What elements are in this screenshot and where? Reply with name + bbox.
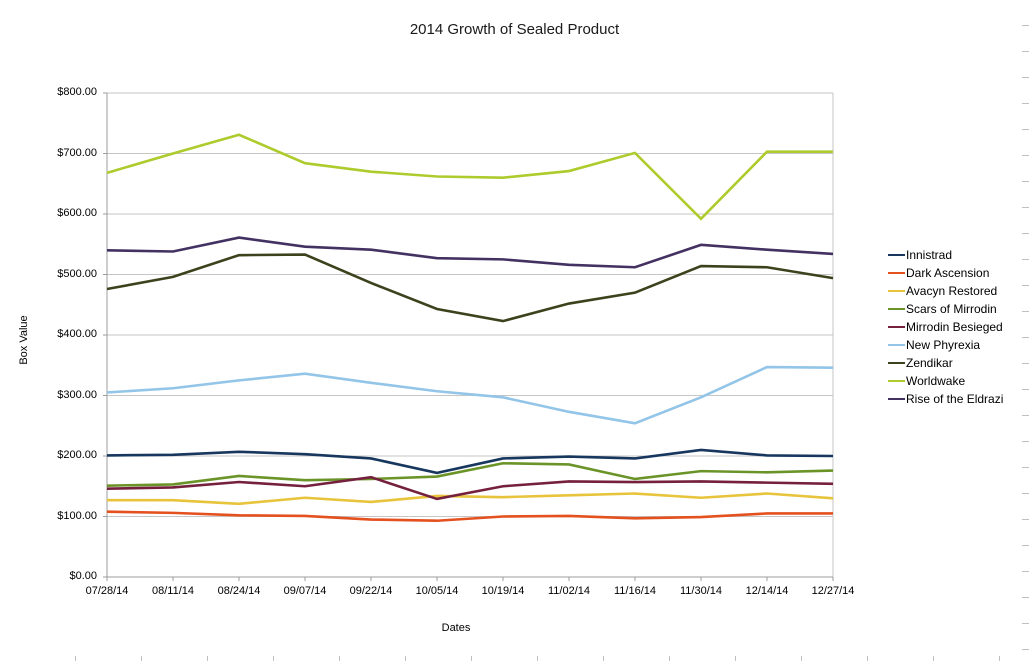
series-line-mirrodin-besieged xyxy=(106,475,834,501)
x-tick-label: 11/16/14 xyxy=(613,585,656,597)
legend-label: Worldwake xyxy=(906,374,966,388)
x-tick-label: 12/14/14 xyxy=(745,585,789,597)
series-line-zendikar xyxy=(106,253,834,323)
legend-label: Avacyn Restored xyxy=(906,284,998,298)
y-tick-label: $800.00 xyxy=(57,86,97,98)
y-axis-title: Box Value xyxy=(18,315,30,365)
chart-title: 2014 Growth of Sealed Product xyxy=(409,21,620,38)
legend-item-zendikar: Zendikar xyxy=(888,354,1003,372)
x-tick-label: 07/28/14 xyxy=(85,585,129,597)
x-tick-label: 08/11/14 xyxy=(151,585,194,597)
legend-label: Dark Ascension xyxy=(906,266,990,280)
legend-swatch xyxy=(888,380,905,382)
y-tick-label: $700.00 xyxy=(57,146,97,159)
worksheet-edge-ticks-right xyxy=(1022,0,1029,661)
x-tick-label: 10/05/14 xyxy=(415,585,459,597)
x-tick-label: 09/07/14 xyxy=(283,585,327,597)
series-line-new-phyrexia xyxy=(106,365,834,425)
legend-item-rise-of-the-eldrazi: Rise of the Eldrazi xyxy=(888,390,1003,408)
legend-swatch xyxy=(888,398,905,400)
legend-swatch xyxy=(888,362,905,364)
x-tick-label: 11/30/14 xyxy=(679,585,722,597)
legend-label: Mirrodin Besieged xyxy=(906,320,1003,334)
series-line-innistrad xyxy=(106,448,834,475)
series-line-dark-ascension xyxy=(106,510,833,523)
y-tick-label: $400.00 xyxy=(57,328,97,340)
legend-item-avacyn-restored: Avacyn Restored xyxy=(888,282,1003,300)
x-tick-label: 09/22/14 xyxy=(349,585,393,597)
legend-item-worldwake: Worldwake xyxy=(888,372,1003,390)
legend: Innistrad Dark Ascension Avacyn Restored Sc… xyxy=(888,246,1003,408)
legend-label: New Phyrexia xyxy=(906,338,981,352)
legend-item-new-phyrexia: New Phyrexia xyxy=(888,336,1003,354)
x-axis-title: Dates xyxy=(441,622,471,634)
legend-item-dark-ascension: Dark Ascension xyxy=(888,264,1003,282)
legend-label: Innistrad xyxy=(906,248,953,262)
worksheet-edge-ticks-bottom xyxy=(0,656,1029,661)
legend-label: Scars of Mirrodin xyxy=(906,302,997,316)
series-line-worldwake xyxy=(106,133,833,221)
legend-item-innistrad: Innistrad xyxy=(888,246,1003,264)
series-line-rise-of-the-eldrazi xyxy=(106,236,834,269)
series-line-avacyn-restored xyxy=(107,492,834,506)
y-tick-label: $200.00 xyxy=(57,449,97,461)
legend-label: Rise of the Eldrazi xyxy=(906,392,1004,406)
y-tick-label: $100.00 xyxy=(57,509,97,522)
y-tick-label: $0.00 xyxy=(69,570,97,582)
legend-swatch xyxy=(888,326,905,328)
x-tick-label: 10/19/14 xyxy=(481,585,525,597)
legend-swatch xyxy=(888,344,905,346)
y-tick-label: $600.00 xyxy=(57,207,97,219)
y-tick-label: $300.00 xyxy=(57,388,97,401)
legend-item-scars-of-mirrodin: Scars of Mirrodin xyxy=(888,300,1003,318)
series-line-scars-of-mirrodin xyxy=(106,461,834,487)
legend-swatch xyxy=(888,290,905,292)
x-tick-label: 12/27/14 xyxy=(811,585,855,597)
legend-item-mirrodin-besieged: Mirrodin Besieged xyxy=(888,318,1003,336)
legend-swatch xyxy=(888,254,905,256)
x-tick-label: 11/02/14 xyxy=(547,585,590,597)
legend-swatch xyxy=(888,308,905,310)
legend-label: Zendikar xyxy=(906,356,953,370)
y-tick-label: $500.00 xyxy=(57,267,97,280)
x-tick-label: 08/24/14 xyxy=(217,585,261,597)
legend-swatch xyxy=(888,272,905,274)
